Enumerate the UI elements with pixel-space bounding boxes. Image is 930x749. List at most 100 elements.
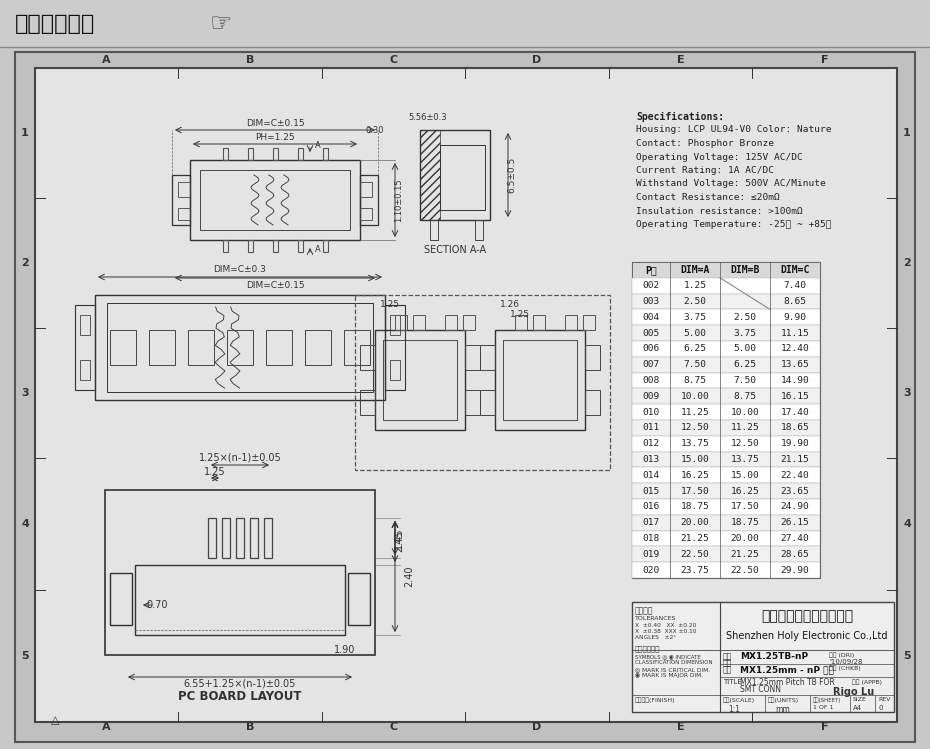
Text: 10.00: 10.00 xyxy=(731,407,760,416)
Text: 18.75: 18.75 xyxy=(731,518,760,527)
Bar xyxy=(420,130,440,220)
Text: 核准 (APPB): 核准 (APPB) xyxy=(852,679,882,685)
Text: 1.25: 1.25 xyxy=(684,281,707,290)
Text: 1:1: 1:1 xyxy=(728,705,740,714)
Text: 16.15: 16.15 xyxy=(780,392,809,401)
Text: 5.00: 5.00 xyxy=(734,345,756,354)
Text: 020: 020 xyxy=(643,565,659,574)
Text: 6.5±0.5: 6.5±0.5 xyxy=(508,157,516,193)
Text: SMT CONN: SMT CONN xyxy=(740,685,781,694)
Bar xyxy=(348,573,370,625)
Bar xyxy=(632,357,820,372)
Bar xyxy=(247,240,253,252)
Bar xyxy=(298,240,302,252)
Text: 2: 2 xyxy=(903,258,910,268)
Bar xyxy=(440,145,485,210)
Bar xyxy=(375,330,465,430)
Bar xyxy=(632,436,820,452)
Text: 008: 008 xyxy=(643,376,659,385)
Bar xyxy=(222,518,230,558)
Bar xyxy=(632,499,820,515)
Text: 6.25: 6.25 xyxy=(734,360,756,369)
Bar xyxy=(35,68,897,722)
Text: X  ±0.38  XXX ±0.10: X ±0.38 XXX ±0.10 xyxy=(635,629,697,634)
Bar xyxy=(583,315,595,330)
Text: 11.15: 11.15 xyxy=(780,329,809,338)
Text: X  ±0.40   XX  ±0.20: X ±0.40 XX ±0.20 xyxy=(635,623,697,628)
Text: 表面处理(FINISH): 表面处理(FINISH) xyxy=(635,697,675,703)
Text: 页数(SHEET): 页数(SHEET) xyxy=(813,697,842,703)
Text: △: △ xyxy=(51,715,60,725)
Text: 6.25: 6.25 xyxy=(684,345,707,354)
Text: 12.40: 12.40 xyxy=(780,345,809,354)
Text: 4: 4 xyxy=(903,519,911,529)
Bar xyxy=(565,315,577,330)
Bar xyxy=(247,148,253,160)
Bar xyxy=(110,573,132,625)
Text: '10/09/28: '10/09/28 xyxy=(829,659,862,665)
Text: 0.30: 0.30 xyxy=(365,126,383,135)
Text: 22.50: 22.50 xyxy=(681,550,710,559)
Text: Contact Resistance: ≤20mΩ: Contact Resistance: ≤20mΩ xyxy=(636,193,779,202)
Text: 2.50: 2.50 xyxy=(734,313,756,322)
Text: 在线图纸下载: 在线图纸下载 xyxy=(15,14,95,34)
Text: 7.40: 7.40 xyxy=(783,281,806,290)
Text: 1: 1 xyxy=(903,128,910,138)
Text: F: F xyxy=(821,55,829,65)
Text: C: C xyxy=(390,55,397,65)
Text: 018: 018 xyxy=(643,534,659,543)
Text: mm: mm xyxy=(775,705,790,714)
Bar xyxy=(95,295,385,400)
Bar xyxy=(632,515,820,530)
Text: 18.75: 18.75 xyxy=(681,503,710,512)
Text: .: . xyxy=(75,715,79,725)
Text: 0.70: 0.70 xyxy=(146,600,167,610)
Text: 品名: 品名 xyxy=(723,665,732,674)
Bar xyxy=(355,295,610,470)
Bar xyxy=(272,240,277,252)
Bar xyxy=(632,467,820,483)
Bar xyxy=(465,390,480,415)
Text: 16.25: 16.25 xyxy=(681,471,710,480)
Bar xyxy=(632,602,894,712)
Text: 1.26: 1.26 xyxy=(500,300,520,309)
Bar xyxy=(413,315,425,330)
Bar xyxy=(105,490,375,655)
Text: SIZE: SIZE xyxy=(853,697,867,702)
Bar xyxy=(360,175,378,225)
Bar xyxy=(463,315,475,330)
Bar xyxy=(385,305,405,390)
Text: 006: 006 xyxy=(643,345,659,354)
Text: 1.45: 1.45 xyxy=(394,527,404,549)
Text: 审核 (CHKB): 审核 (CHKB) xyxy=(829,665,861,670)
Text: 24.90: 24.90 xyxy=(780,503,809,512)
Text: P数: P数 xyxy=(645,265,657,275)
Bar xyxy=(585,345,600,370)
Bar xyxy=(172,175,190,225)
Text: ◉ MARK IS MAJOR DIM.: ◉ MARK IS MAJOR DIM. xyxy=(635,673,703,678)
Text: 5: 5 xyxy=(21,651,29,661)
Bar xyxy=(632,404,820,420)
Text: MX1.25mm - nP 贴贴: MX1.25mm - nP 贴贴 xyxy=(740,665,834,674)
Text: 5.56±0.3: 5.56±0.3 xyxy=(408,113,447,122)
Bar xyxy=(149,330,175,365)
Text: 009: 009 xyxy=(643,392,659,401)
Text: A: A xyxy=(102,55,111,65)
Text: 2.50: 2.50 xyxy=(684,297,707,306)
Text: DIM=C: DIM=C xyxy=(780,265,810,275)
Text: 2.45: 2.45 xyxy=(394,531,404,552)
Bar xyxy=(632,309,820,325)
Text: 12.50: 12.50 xyxy=(681,423,710,432)
Bar xyxy=(190,160,360,240)
Text: REV: REV xyxy=(878,697,890,702)
Bar xyxy=(272,148,277,160)
Bar xyxy=(390,360,400,380)
Text: E: E xyxy=(677,722,684,732)
Bar xyxy=(360,208,372,220)
Bar xyxy=(75,305,95,390)
Text: 工程: 工程 xyxy=(723,652,732,661)
Text: 21.25: 21.25 xyxy=(681,534,710,543)
Text: DIM=C±0.15: DIM=C±0.15 xyxy=(246,118,304,127)
Bar xyxy=(236,518,244,558)
Bar xyxy=(107,303,373,392)
